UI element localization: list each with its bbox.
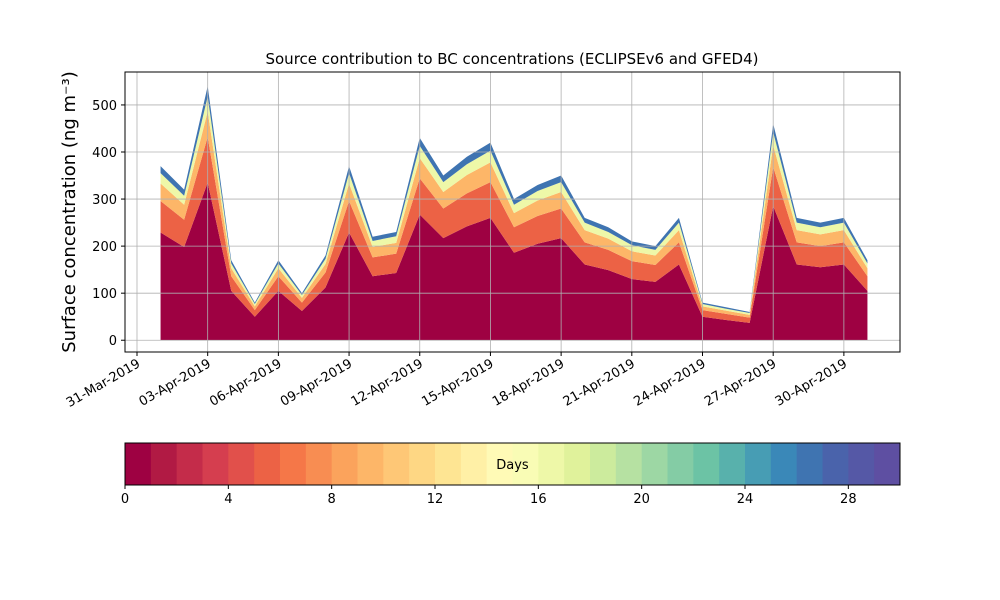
colorbar-swatch (874, 443, 901, 485)
colorbar-swatch (822, 443, 849, 485)
chart-title: Source contribution to BC concentrations… (265, 50, 758, 68)
colorbar-tick-label: 12 (427, 492, 444, 507)
x-tick-label: 21-Apr-2019 (561, 356, 638, 409)
colorbar-frame (124, 442, 901, 486)
x-tick-label: 03-Apr-2019 (137, 356, 214, 409)
x-tick-label: 24-Apr-2019 (631, 356, 708, 409)
colorbar-swatch (357, 443, 384, 485)
y-tick-label: 300 (92, 193, 117, 208)
colorbar-tick-label: 0 (121, 492, 129, 507)
area (160, 96, 868, 315)
colorbar-swatch (770, 443, 798, 485)
x-tick-label: 31-Mar-2019 (64, 356, 143, 410)
colorbar-swatch (228, 443, 255, 485)
colorbar-swatch (460, 443, 488, 485)
y-tick-label: 500 (92, 99, 117, 114)
y-tick-label: 100 (92, 287, 117, 302)
colorbar-swatch (280, 443, 307, 485)
colorbar-label: Days (496, 458, 529, 473)
colorbar-swatch (796, 443, 823, 485)
colorbar-swatch (641, 443, 668, 485)
y-tick-label: 0 (109, 334, 117, 349)
colorbar-swatch (254, 443, 281, 485)
area (160, 136, 868, 323)
colorbar-swatch (719, 443, 746, 485)
colorbar-tick-label: 20 (633, 492, 650, 507)
colorbar-swatch (590, 443, 617, 485)
colorbar-swatch (848, 443, 875, 485)
colorbar-swatch (176, 443, 203, 485)
x-tick-label: 30-Apr-2019 (773, 356, 850, 409)
x-tick-label: 09-Apr-2019 (278, 356, 355, 409)
y-tick-label: 400 (92, 146, 117, 161)
colorbar-tick-label: 16 (530, 492, 547, 507)
colorbar-swatch (512, 443, 539, 485)
colorbar-swatch (202, 443, 229, 485)
colorbar-swatch (331, 443, 358, 485)
colorbar-swatch (564, 443, 591, 485)
colorbar-swatch (538, 443, 565, 485)
x-tick-label: 15-Apr-2019 (419, 356, 496, 409)
area (160, 182, 868, 341)
x-tick-label: 27-Apr-2019 (702, 356, 779, 409)
x-tick-label: 18-Apr-2019 (490, 356, 567, 409)
x-tick-label: 06-Apr-2019 (207, 356, 284, 409)
colorbar-swatch (693, 443, 720, 485)
colorbar-swatch (615, 443, 643, 485)
area (160, 86, 868, 313)
colorbar-tick-label: 24 (737, 492, 754, 507)
colorbar-tick-label: 8 (328, 492, 336, 507)
y-tick-label: 200 (92, 240, 117, 255)
colorbar-swatch (745, 443, 772, 485)
y-axis-label: Surface concentration (ng m⁻³) (59, 71, 80, 353)
colorbar-swatch (305, 443, 333, 485)
x-tick-label: 12-Apr-2019 (349, 356, 426, 409)
colorbar-tick-label: 28 (840, 492, 857, 507)
colorbar-tick-label: 4 (224, 492, 232, 507)
plot-frame (124, 71, 901, 353)
colorbar-swatch (383, 443, 410, 485)
colorbar-swatch (486, 443, 513, 485)
colorbar-swatch (409, 443, 436, 485)
area (160, 111, 868, 318)
colorbar-swatch (150, 443, 178, 485)
colorbar-swatch (667, 443, 694, 485)
colorbar-swatch (435, 443, 462, 485)
colorbar-swatch (125, 443, 152, 485)
